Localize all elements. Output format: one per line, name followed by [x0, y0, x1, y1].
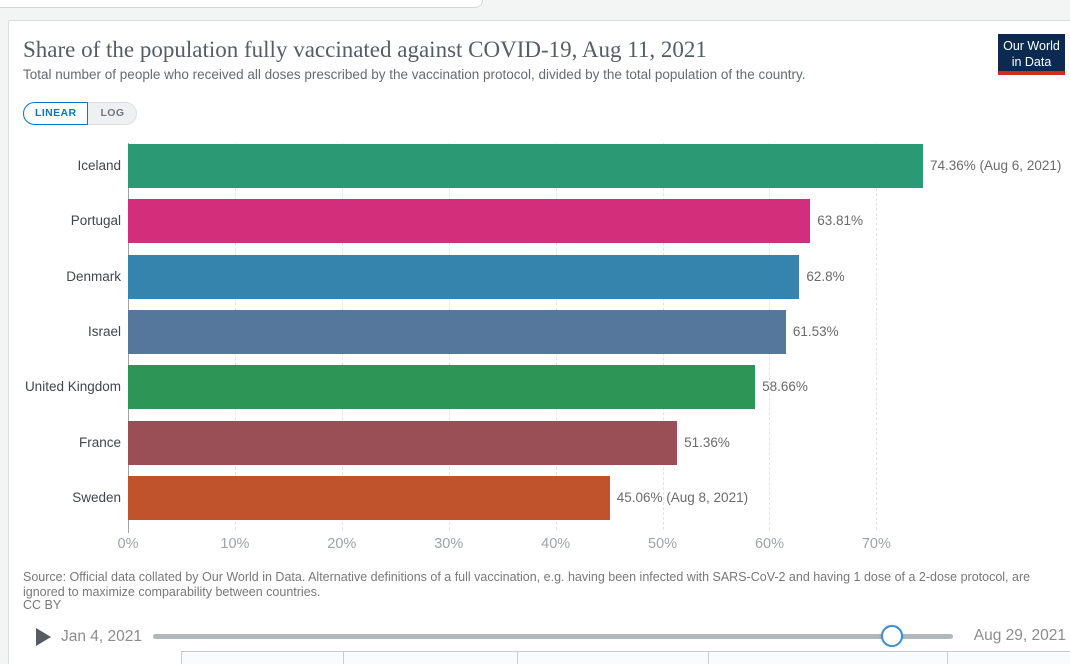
- play-button[interactable]: [36, 628, 51, 646]
- country-label-portugal: Portugal: [70, 213, 121, 229]
- x-axis-tick-label: 0%: [117, 536, 139, 552]
- country-label-israel: Israel: [87, 323, 121, 339]
- x-axis-tick-label: 30%: [434, 536, 464, 552]
- bar-portugal[interactable]: [128, 199, 811, 244]
- country-label-france: France: [78, 434, 121, 450]
- table-column-divider: [343, 652, 344, 664]
- bar-france[interactable]: [128, 420, 678, 465]
- gridline: [876, 143, 878, 530]
- country-label-united-kingdom: United Kingdom: [24, 379, 121, 395]
- bar-denmark[interactable]: [128, 254, 800, 299]
- license-note: CC BY: [23, 598, 62, 612]
- owid-logo-redbar: [998, 71, 1065, 75]
- table-column-divider: [517, 652, 518, 664]
- source-note: Source: Official data collated by Our Wo…: [23, 570, 1031, 600]
- x-axis-tick-label: 20%: [327, 536, 357, 552]
- bar-value-label-united-kingdom: 58.66%: [762, 379, 808, 395]
- table-column-divider: [708, 652, 709, 664]
- timeline-slider-track[interactable]: [153, 634, 953, 639]
- bar-value-label-israel: 61.53%: [792, 323, 839, 339]
- bar-value-label-sweden: 45.06% (Aug 8, 2021): [616, 489, 749, 505]
- scale-toggle: LINEAR LOG: [23, 102, 138, 125]
- owid-logo-text: Our World in Data: [998, 34, 1065, 71]
- chart-subtitle: Total number of people who received all …: [23, 67, 806, 82]
- country-label-iceland: Iceland: [77, 158, 121, 173]
- x-axis-tick-label: 70%: [861, 536, 891, 552]
- x-axis-tick-label: 40%: [541, 536, 571, 552]
- x-axis-tick-label: 10%: [220, 536, 250, 552]
- timeline-end-date: Aug 29, 2021: [973, 627, 1066, 644]
- table-column-divider: [947, 652, 948, 664]
- country-label-sweden: Sweden: [72, 489, 121, 505]
- owid-logo-line1: Our World: [1003, 39, 1060, 53]
- linear-scale-button[interactable]: LINEAR: [23, 102, 89, 125]
- log-scale-button[interactable]: LOG: [88, 102, 138, 125]
- bar-value-label-portugal: 63.81%: [817, 213, 863, 229]
- bar-iceland[interactable]: [128, 144, 923, 188]
- chart-title: Share of the population fully vaccinated…: [23, 37, 707, 62]
- bar-value-label-france: 51.36%: [684, 434, 730, 450]
- partial-top-bar: [0, 0, 483, 8]
- chart-card: Share of the population fully vaccinated…: [8, 20, 1070, 664]
- bar-chart: 0% 10% 20% 30% 40% 50% 60% 70% Iceland 74.36% (Au…: [9, 21, 1070, 664]
- bar-sweden[interactable]: [128, 475, 610, 520]
- bar-united-kingdom[interactable]: [128, 365, 756, 410]
- x-axis-tick-label: 50%: [648, 536, 678, 552]
- bar-israel[interactable]: [128, 309, 786, 354]
- owid-logo-line2: in Data: [1011, 55, 1052, 70]
- bar-value-label-iceland: 74.36% (Aug 6, 2021): [930, 158, 1062, 173]
- timeline-slider-handle[interactable]: [881, 625, 903, 647]
- x-axis-tick-label: 60%: [754, 536, 784, 552]
- partial-table-row: [181, 651, 1070, 664]
- country-label-denmark: Denmark: [66, 268, 121, 284]
- bar-value-label-denmark: 62.8%: [806, 268, 845, 284]
- owid-logo[interactable]: Our World in Data: [998, 34, 1065, 75]
- timeline-start-date: Jan 4, 2021: [61, 628, 143, 645]
